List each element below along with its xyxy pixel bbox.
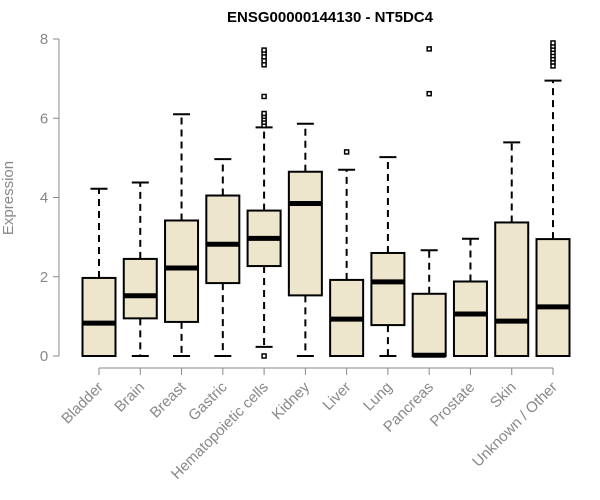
x-tick-label: Breast — [147, 378, 190, 421]
box-liver — [329, 149, 365, 358]
y-tick-label: 0 — [40, 348, 48, 365]
box-lung — [370, 156, 406, 357]
box-skin — [494, 141, 530, 357]
chart-title: ENSG00000144130 - NT5DC4 — [227, 9, 434, 26]
iqr-box — [494, 221, 530, 357]
box-hematopoietic-cells — [246, 47, 282, 359]
outlier-point — [550, 40, 556, 46]
y-tick-label: 6 — [40, 110, 48, 127]
x-tick-label: Lung — [360, 379, 396, 415]
box-unknown-other — [535, 40, 571, 357]
iqr-box — [287, 170, 323, 297]
outlier-point — [343, 149, 350, 155]
outlier-point — [261, 110, 267, 117]
box-pancreas — [411, 46, 447, 358]
iqr-box — [370, 251, 406, 327]
iqr-box — [205, 194, 241, 285]
iqr-box — [122, 257, 158, 320]
iqr-box — [535, 238, 571, 357]
outlier-point — [261, 353, 267, 359]
outlier-point — [426, 46, 432, 52]
iqr-box — [411, 292, 447, 358]
y-tick-label: 8 — [40, 31, 48, 48]
outlier-point — [261, 93, 267, 100]
x-tick-label: Liver — [319, 379, 354, 414]
iqr-box — [452, 280, 488, 358]
y-tick-label: 4 — [40, 190, 48, 207]
outlier-point — [261, 47, 267, 53]
x-tick-label: Kidney — [269, 378, 314, 423]
x-tick-label: Prostate — [427, 379, 479, 431]
boxes-group — [81, 40, 571, 359]
x-tick-label: Brain — [111, 379, 148, 416]
y-axis-label: Expression — [0, 161, 17, 235]
box-breast — [164, 113, 200, 357]
box-brain — [122, 181, 158, 357]
iqr-box — [164, 219, 200, 323]
y-tick-label: 2 — [40, 269, 48, 286]
outlier-point — [426, 90, 432, 97]
box-kidney — [287, 122, 323, 357]
x-tick-label: Skin — [487, 379, 520, 412]
y-axis: 0 2 4 6 8 — [40, 31, 60, 365]
iqr-box — [81, 276, 117, 357]
box-prostate — [452, 237, 488, 358]
box-gastric — [205, 158, 241, 357]
box-bladder — [81, 187, 117, 357]
x-tick-label: Bladder — [58, 379, 107, 428]
